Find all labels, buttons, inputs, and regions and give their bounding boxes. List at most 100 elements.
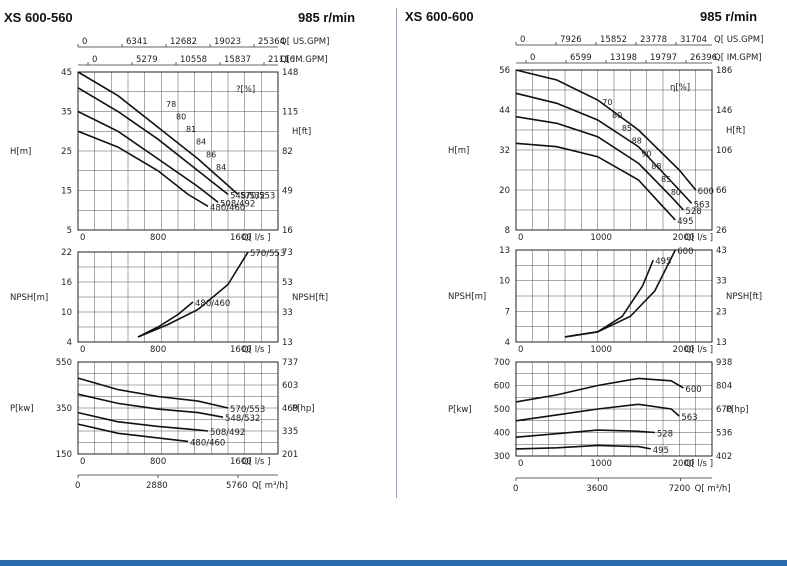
us-gpm-tick-label: 12682 xyxy=(170,37,197,47)
series-label: 508/492 xyxy=(210,428,245,438)
efficiency-label: 90 xyxy=(641,149,651,158)
y-tick-label: 44 xyxy=(499,106,510,116)
y-tick-label: 4 xyxy=(67,338,72,348)
x-tick-label: 0 xyxy=(518,459,523,469)
efficiency-label: 78 xyxy=(166,100,176,109)
y2-tick-label: 13 xyxy=(716,338,727,348)
im-gpm-tick-label: 21116 xyxy=(268,55,295,65)
y2-tick-label: 106 xyxy=(716,146,732,156)
y2-tick-label: 804 xyxy=(716,382,732,392)
im-gpm-tick-label: 19797 xyxy=(650,53,677,63)
series-line-600 xyxy=(515,377,684,403)
x-tick-label: 0 xyxy=(518,345,523,355)
im-gpm-tick-label: 13198 xyxy=(610,53,637,63)
y-tick-label: 400 xyxy=(494,429,510,439)
y-tick-label: 32 xyxy=(499,146,510,156)
x-tick-label: 1600 xyxy=(230,457,252,467)
y2-tick-label: 13 xyxy=(282,338,293,348)
y2-tick-label: 335 xyxy=(282,427,298,437)
y2-tick-label: 146 xyxy=(716,106,732,116)
y-tick-label: 25 xyxy=(61,147,72,157)
y-tick-label: 10 xyxy=(61,308,72,318)
m3h-tick-label: 0 xyxy=(75,481,80,491)
y-axis-label: NPSH[m] xyxy=(448,292,486,302)
series-line-495 xyxy=(515,142,676,221)
series-line-528 xyxy=(515,115,684,211)
x-tick-label: 1600 xyxy=(230,233,252,243)
x-unit-label: Q[ l/s ] xyxy=(242,345,270,355)
plot-frame xyxy=(77,71,279,231)
us-gpm-tick-label: 31704 xyxy=(680,35,707,45)
us-gpm-tick-label: 19023 xyxy=(214,37,241,47)
y2-tick-label: 469 xyxy=(282,404,298,414)
series-label: 600 xyxy=(677,247,693,257)
y-tick-label: 700 xyxy=(494,358,510,368)
y2-tick-label: 115 xyxy=(282,108,298,118)
y-tick-label: 15 xyxy=(61,187,72,197)
y-tick-label: 5 xyxy=(67,226,72,236)
x-unit-label: Q[ l/s ] xyxy=(242,457,270,467)
us-gpm-tick-label: 25364 xyxy=(258,37,285,47)
right-curve-chart: 0 7926 15852 23778 31704 Q[ US.GPM] 0 6599 13198… xyxy=(448,35,763,494)
efficiency-label: 88 xyxy=(632,137,642,146)
y2-tick-label: 82 xyxy=(282,147,293,157)
series-label: 563 xyxy=(681,413,697,423)
series-line-508-492 xyxy=(77,411,209,432)
y2-tick-label: 148 xyxy=(282,68,298,78)
plot-frame xyxy=(515,69,713,231)
efficiency-label: 85 xyxy=(661,175,671,184)
y-tick-label: 22 xyxy=(61,248,72,258)
y2-tick-label: 43 xyxy=(716,246,727,256)
plot-frame xyxy=(515,361,713,457)
im-gpm-tick-label: 6599 xyxy=(570,53,592,63)
y-tick-label: 8 xyxy=(505,226,510,236)
left-speed-label: 985 r/min xyxy=(298,10,356,25)
x-tick-label: 800 xyxy=(150,345,166,355)
series-line-570-553 xyxy=(137,251,249,338)
y-tick-label: 35 xyxy=(61,108,72,118)
y2-axis-label: NPSH[ft] xyxy=(292,293,328,303)
y-tick-label: 56 xyxy=(499,66,510,76)
y2-tick-label: 737 xyxy=(282,358,298,368)
series-label: 495 xyxy=(653,446,669,456)
series-line-495 xyxy=(515,444,651,450)
im-gpm-tick-label: 26396 xyxy=(690,53,717,63)
m3h-tick-label: 2880 xyxy=(146,481,168,491)
m3h-tick-label: 0 xyxy=(513,484,518,494)
efficiency-label: 80 xyxy=(612,111,622,120)
series-line-548-532 xyxy=(77,87,229,196)
y2-tick-label: 186 xyxy=(716,66,732,76)
y2-axis-label: P[hp] xyxy=(726,405,749,415)
x-tick-label: 0 xyxy=(80,345,85,355)
im-gpm-tick-label: 0 xyxy=(530,53,535,63)
efficiency-label: 85 xyxy=(622,124,632,133)
y2-tick-label: 26 xyxy=(716,226,727,236)
series-label: 600 xyxy=(685,385,701,395)
y-tick-label: 7 xyxy=(505,307,510,317)
series-label: 528 xyxy=(657,430,673,440)
y2-tick-label: 603 xyxy=(282,381,298,391)
series-label: 548/532 xyxy=(230,191,265,201)
y2-tick-label: 16 xyxy=(282,226,293,236)
y2-tick-label: 938 xyxy=(716,358,732,368)
series-line-508-492 xyxy=(77,110,219,203)
x-tick-label: 0 xyxy=(80,233,85,243)
efficiency-label: 88 xyxy=(651,162,661,171)
us-gpm-tick-label: 23778 xyxy=(640,35,667,45)
x-tick-label: 800 xyxy=(150,233,166,243)
efficiency-unit-label: ?[%] xyxy=(236,85,255,95)
y-axis-label: P[kw] xyxy=(10,404,34,414)
im-gpm-unit-label: Q[ IM.GPM] xyxy=(280,55,328,65)
x-tick-label: 1600 xyxy=(230,345,252,355)
y-axis-label: H[m] xyxy=(448,146,469,156)
y-tick-label: 4 xyxy=(505,338,510,348)
efficiency-label: 80 xyxy=(176,112,186,121)
series-label: 508/492 xyxy=(220,199,255,209)
im-gpm-tick-label: 15837 xyxy=(224,55,251,65)
y-tick-label: 550 xyxy=(56,358,72,368)
efficiency-label: 70 xyxy=(602,98,612,107)
series-label: 495 xyxy=(655,257,671,267)
series-label: 570/553 xyxy=(230,405,265,415)
